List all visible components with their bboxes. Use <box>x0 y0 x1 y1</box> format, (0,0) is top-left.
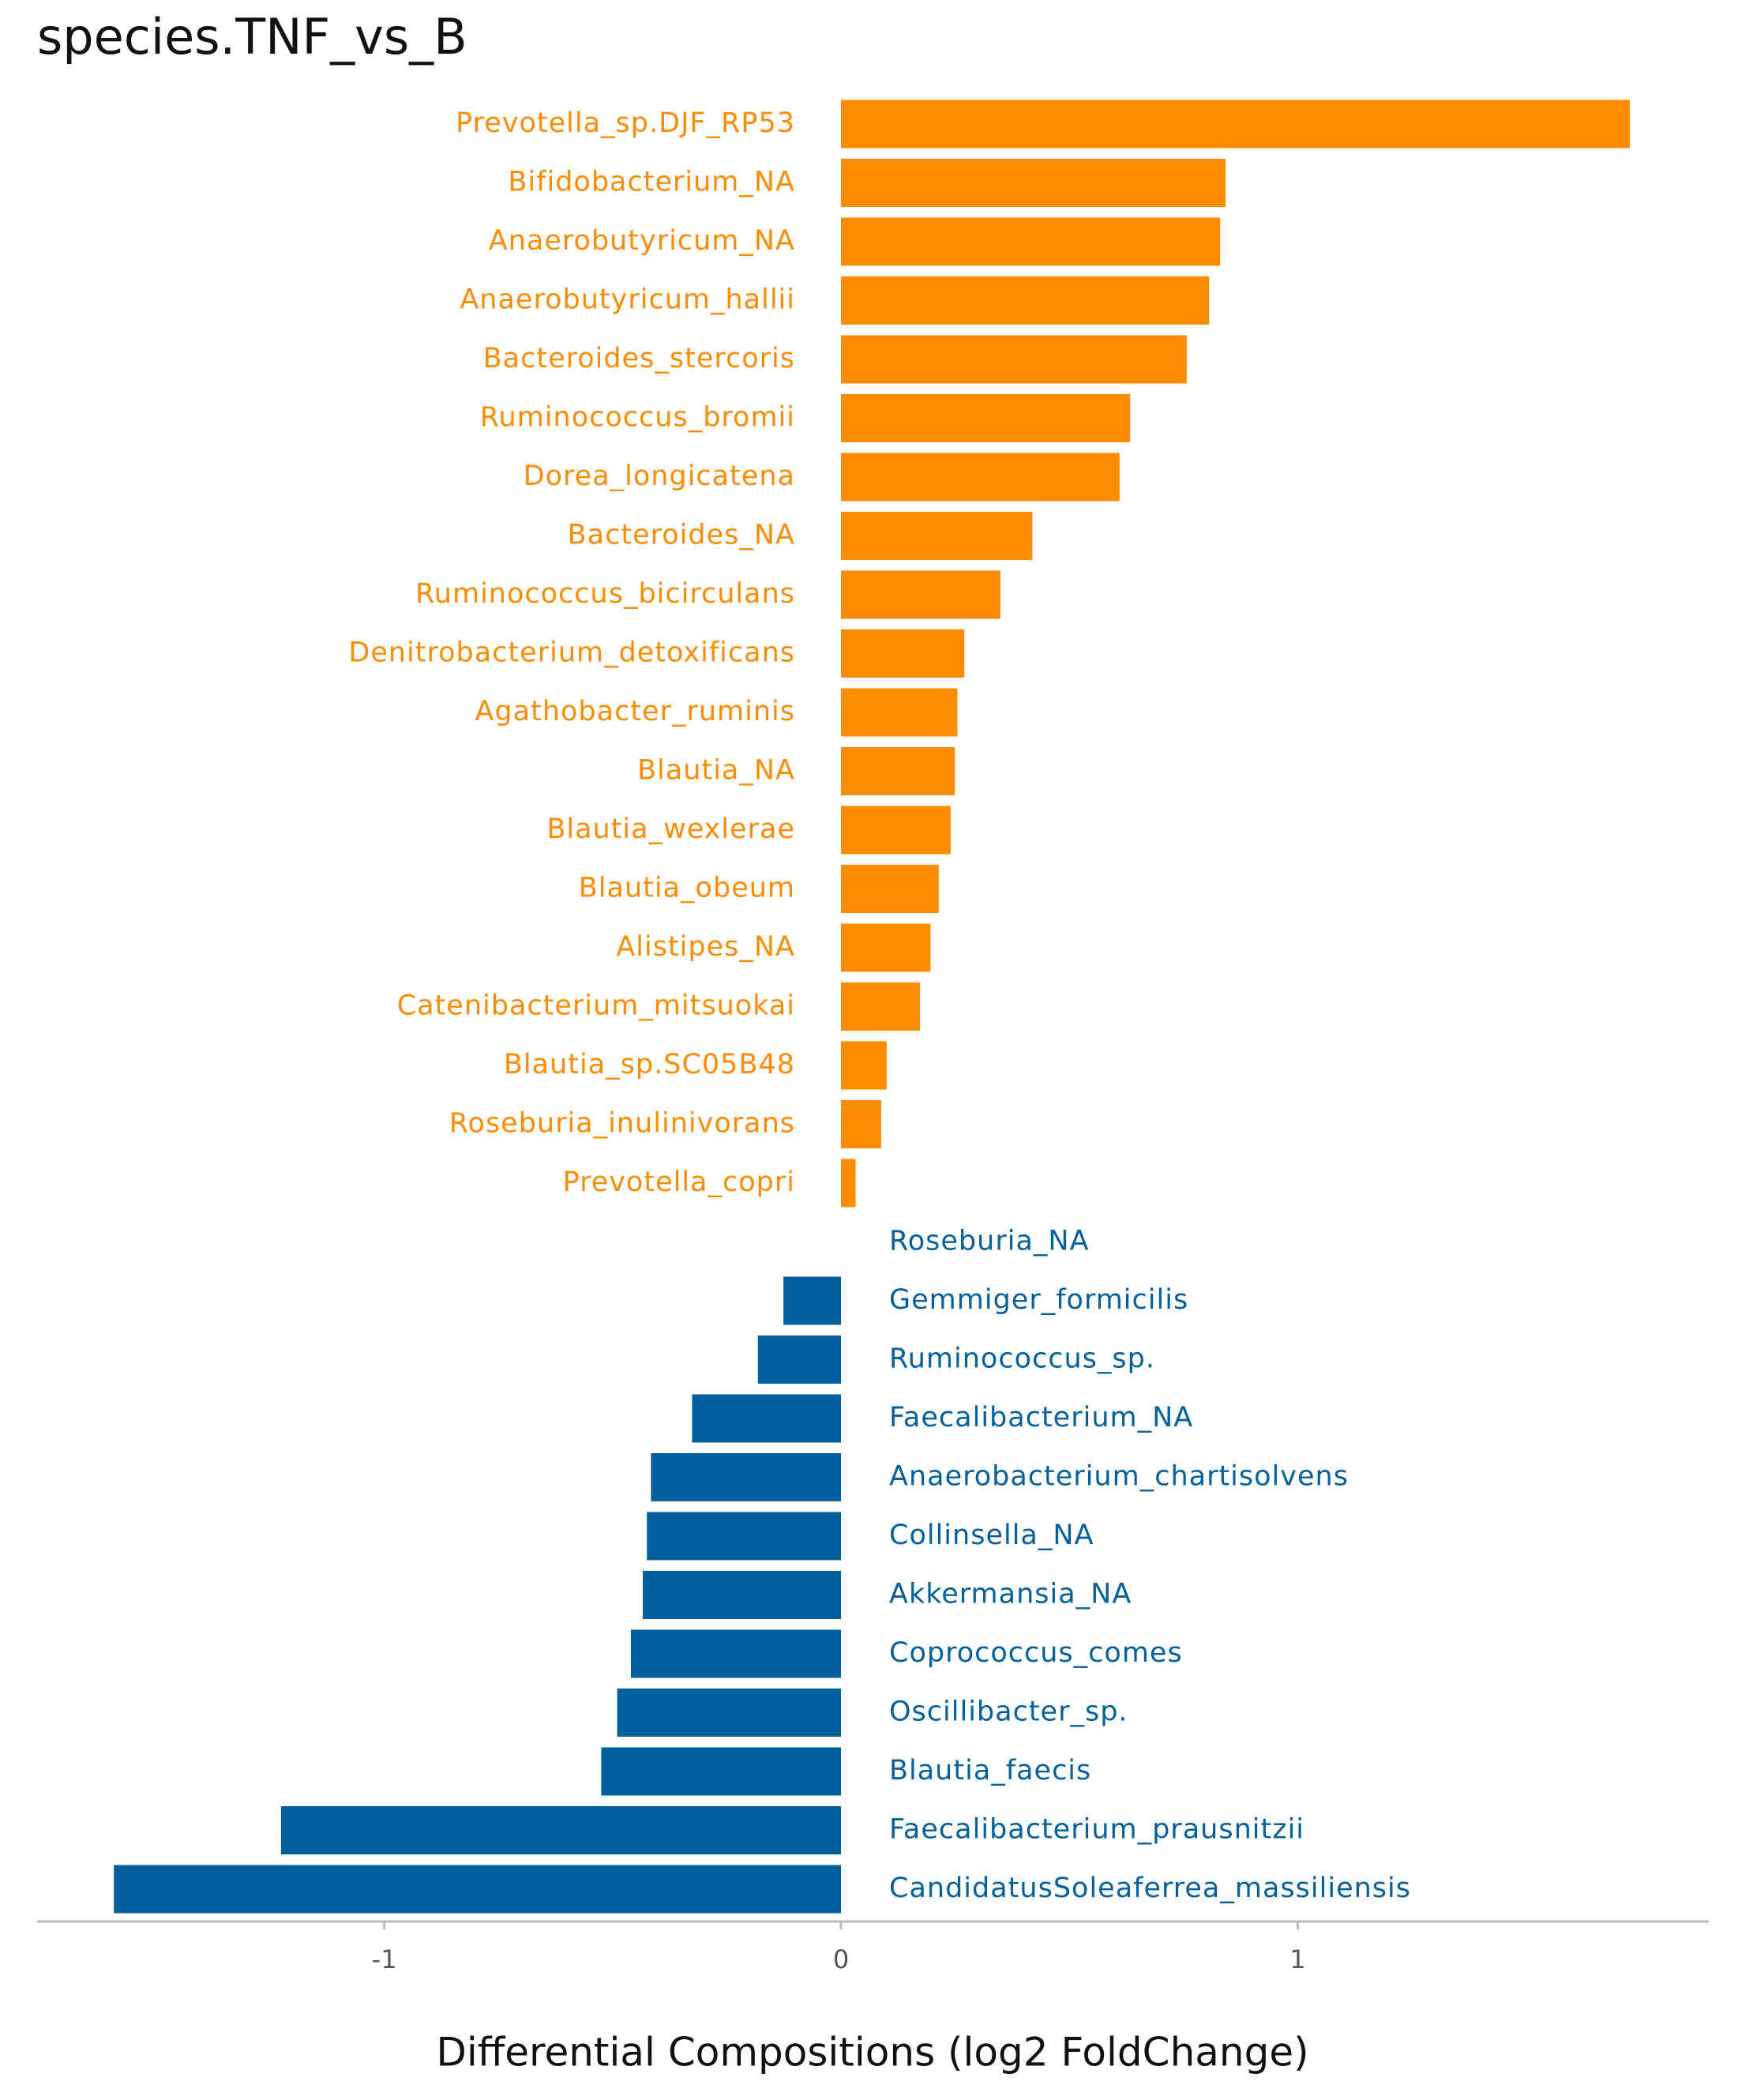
category-label: Collinsella_NA <box>889 1520 1094 1551</box>
bar <box>280 1806 842 1854</box>
category-label: Faecalibacterium_NA <box>889 1402 1193 1433</box>
category-label: Anaerobutyricum_NA <box>489 225 795 257</box>
x-tick-label: -1 <box>372 1944 397 1974</box>
bar <box>841 335 1187 384</box>
bar <box>692 1394 842 1443</box>
category-label: Roseburia_inulinivorans <box>449 1108 795 1140</box>
bar <box>841 100 1630 148</box>
category-label: Catenibacterium_mitsuokai <box>397 990 795 1022</box>
category-label: Dorea_longicatena <box>524 460 795 492</box>
category-label: Bacteroides_stercoris <box>483 343 795 374</box>
bar <box>841 747 955 795</box>
bar <box>841 865 939 913</box>
bar <box>651 1453 842 1501</box>
category-label: Blautia_NA <box>637 755 795 787</box>
category-label: Anaerobutyricum_hallii <box>460 284 795 316</box>
x-tick-label: 1 <box>1289 1944 1305 1974</box>
bar <box>647 1512 842 1561</box>
category-label: Agathobacter_ruminis <box>475 696 795 727</box>
bar <box>841 453 1120 502</box>
category-label: Anaerobacterium_chartisolvens <box>889 1461 1349 1493</box>
bar <box>841 394 1131 442</box>
chart-title: species.TNF_vs_B <box>37 8 467 66</box>
category-label: Denitrobacterium_detoxificans <box>348 637 795 669</box>
bar <box>841 1159 856 1208</box>
bar <box>841 1041 887 1090</box>
bar <box>841 688 958 737</box>
category-label: Blautia_obeum <box>579 873 795 904</box>
bar <box>841 923 931 972</box>
bar <box>114 1865 842 1914</box>
category-label: Prevotella_copri <box>563 1166 795 1198</box>
bar <box>630 1629 842 1678</box>
category-label: Blautia_wexlerae <box>546 813 795 845</box>
category-label: Prevotella_sp.DJF_RP53 <box>456 107 795 139</box>
bar <box>841 629 965 678</box>
bar <box>757 1336 842 1384</box>
category-label: Oscillibacter_sp. <box>889 1696 1128 1728</box>
category-label: Ruminococcus_sp. <box>889 1343 1155 1375</box>
category-label: Blautia_faecis <box>889 1755 1091 1786</box>
bar <box>841 159 1226 207</box>
category-label: Ruminococcus_bicirculans <box>415 578 795 610</box>
bar <box>617 1689 842 1737</box>
category-label: Gemmiger_formicilis <box>889 1284 1188 1316</box>
bar <box>601 1747 842 1796</box>
bar <box>841 806 951 855</box>
category-label: Faecalibacterium_prausnitzii <box>889 1814 1304 1846</box>
bar <box>841 570 1000 619</box>
bar <box>841 217 1221 266</box>
bar <box>841 276 1210 325</box>
bar <box>642 1571 842 1619</box>
category-label: Roseburia_NA <box>889 1226 1090 1257</box>
category-label: Bacteroides_NA <box>568 520 795 551</box>
bar <box>841 512 1033 560</box>
category-label: CandidatusSoleaferrea_massiliensis <box>889 1873 1411 1904</box>
category-label: Alistipes_NA <box>616 931 795 963</box>
bar <box>783 1276 842 1325</box>
x-tick-label: 0 <box>833 1944 849 1974</box>
category-label: Coprococcus_comes <box>889 1637 1183 1669</box>
bar <box>841 982 921 1031</box>
category-label: Bifidobacterium_NA <box>508 167 795 198</box>
x-axis-title: Differential Compositions (log2 FoldChan… <box>436 2030 1308 2076</box>
category-label: Blautia_sp.SC05B48 <box>504 1049 795 1080</box>
category-label: Akkermansia_NA <box>889 1579 1132 1610</box>
category-label: Ruminococcus_bromii <box>480 402 795 434</box>
bar <box>841 1100 881 1148</box>
